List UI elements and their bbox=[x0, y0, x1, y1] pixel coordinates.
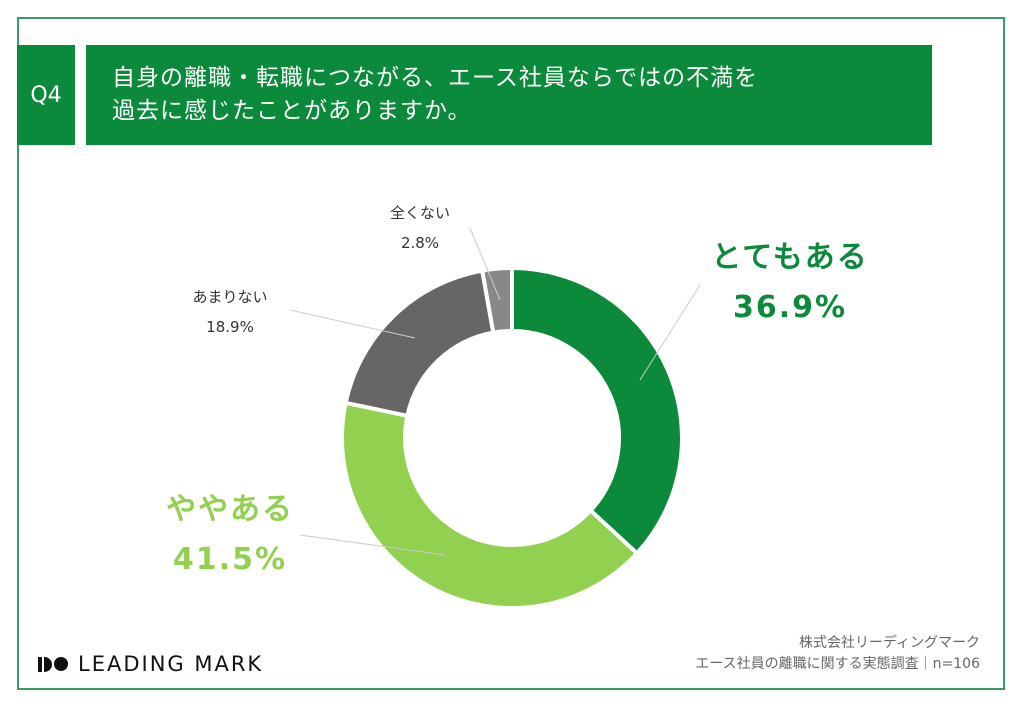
title-line-2: 過去に感じたことがありますか。 bbox=[112, 98, 472, 124]
question-title: 自身の離職・転職につながる、エース社員ならではの不満を 過去に感じたことがありま… bbox=[86, 45, 932, 145]
label-mattaku-nai: 全くない 2.8% bbox=[375, 198, 465, 258]
logo-text: LEADING MARK bbox=[78, 652, 264, 676]
leader-line bbox=[639, 284, 701, 381]
label-amari-nai: あまりない 18.9% bbox=[180, 282, 280, 342]
leader-line bbox=[289, 309, 416, 339]
credit-survey: エース社員の離職に関する実態調査｜n=106 bbox=[695, 656, 980, 672]
slice-yaya-aru bbox=[340, 400, 640, 610]
credit-company: 株式会社リーディングマーク bbox=[798, 635, 980, 651]
category-label: ややある bbox=[166, 492, 294, 527]
frame-border bbox=[17, 17, 1005, 690]
slice-totemo-aru bbox=[510, 265, 684, 557]
slice-amari-nai bbox=[343, 268, 496, 419]
category-label: 全くない bbox=[389, 204, 450, 222]
question-number: Q4 bbox=[17, 45, 75, 145]
value-label: 18.9% bbox=[206, 318, 254, 336]
slice-mattaku-nai bbox=[479, 265, 514, 335]
value-label: 36.9% bbox=[732, 290, 848, 325]
logo-mark-icon bbox=[38, 656, 68, 672]
category-label: とてもある bbox=[711, 240, 869, 275]
label-yaya-aru: ややある 41.5% bbox=[155, 485, 305, 585]
value-label: 2.8% bbox=[400, 234, 440, 252]
value-label: 41.5% bbox=[172, 542, 288, 577]
category-label: あまりない bbox=[192, 288, 268, 306]
label-totemo-aru: とてもある 36.9% bbox=[700, 233, 880, 333]
leader-line bbox=[299, 534, 446, 556]
leading-mark-logo: LEADING MARK bbox=[38, 652, 263, 676]
leader-line bbox=[469, 227, 501, 301]
title-line-1: 自身の離職・転職につながる、エース社員ならではの不満を bbox=[112, 65, 759, 91]
source-credit: 株式会社リーディングマーク エース社員の離職に関する実態調査｜n=106 bbox=[695, 633, 980, 675]
